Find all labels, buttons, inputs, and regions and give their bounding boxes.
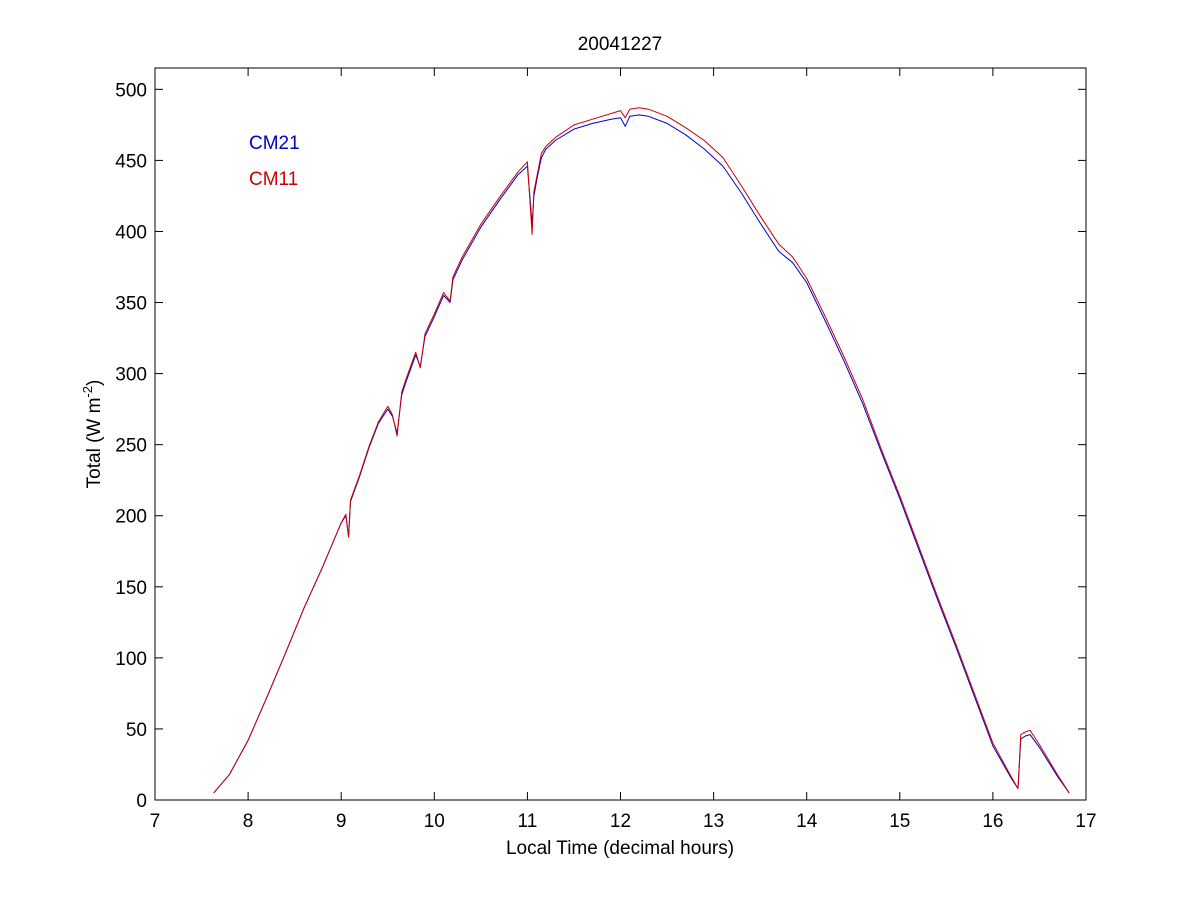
x-tick-label: 14 (796, 811, 818, 832)
x-tick-label: 12 (610, 811, 631, 832)
series-lines (213, 107, 1070, 794)
legend: CM21 CM11 (249, 133, 300, 190)
y-axis-label-main: Total (W m (84, 398, 105, 489)
x-tick-label: 9 (336, 811, 347, 832)
series-line-cm11 (213, 107, 1070, 794)
legend-entry-cm11: CM11 (249, 169, 298, 190)
y-tick-label: 400 (115, 222, 147, 243)
y-tick-label: 450 (115, 151, 147, 172)
x-tick-label: 15 (889, 811, 910, 832)
legend-entry-cm21: CM21 (249, 133, 300, 154)
y-tick-label: 250 (115, 436, 147, 457)
y-tick-label: 150 (115, 578, 147, 599)
y-axis-label-close: ) (84, 380, 105, 386)
x-tick-label: 11 (518, 811, 538, 832)
y-tick-label: 500 (115, 80, 147, 101)
x-tick-label: 16 (982, 811, 1003, 832)
y-axis-label-superscript: -2 (80, 386, 95, 398)
y-axis-label: Total (W m-2) (80, 380, 105, 489)
x-tick-label: 13 (703, 811, 724, 832)
x-tick-label: 17 (1075, 811, 1096, 832)
y-tick-label: 100 (115, 649, 147, 670)
y-tick-label: 350 (115, 294, 147, 315)
y-tick-label: 200 (115, 507, 147, 528)
y-tick-label: 300 (115, 365, 147, 386)
x-tick-label: 10 (424, 811, 445, 832)
y-tick-label: 50 (126, 720, 147, 741)
x-tick-label: 7 (150, 811, 161, 832)
chart-title: 20041227 (578, 34, 663, 55)
axis-ticks: 7 8 9 10 11 12 13 14 15 16 17 0 50 100 150 200 250 300 350… (115, 68, 1097, 832)
x-axis-label: Local Time (decimal hours) (506, 838, 734, 859)
x-tick-label: 8 (243, 811, 254, 832)
y-tick-label: 0 (136, 791, 147, 812)
